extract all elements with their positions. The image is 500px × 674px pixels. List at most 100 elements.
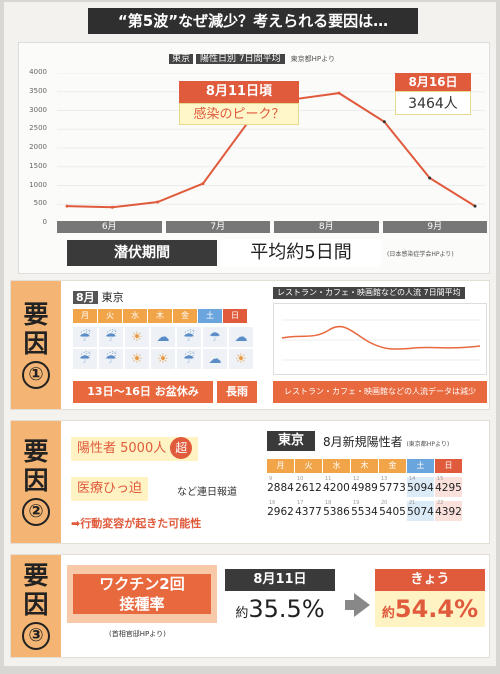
date-number: 14	[409, 476, 416, 482]
y-tick-label: 500	[33, 199, 47, 208]
factor-3-tag: 要 因 ③	[11, 555, 61, 657]
case-count: 5386	[323, 506, 350, 518]
rate-aug11-value: 約35.5%	[225, 591, 335, 627]
case-count-cell: 12 4989	[351, 476, 378, 497]
cases-calendar-title: 8月新規陽性者 (東京都HPより)	[323, 433, 449, 450]
positives-banner: 陽性者 5000人超	[71, 437, 199, 461]
cases-calendar-source: (東京都HPより)	[406, 441, 450, 448]
incubation-row: 潜伏期間 平均約5日間 (日本感染症学会HPより)	[67, 239, 477, 267]
peak-callout: 8月11日頃 感染のピーク？	[179, 81, 299, 125]
factor-tag-char: 因	[23, 329, 49, 358]
case-count-cell: 15 4295	[435, 476, 462, 497]
month-axis: 6月 7月 8月 9月	[57, 221, 487, 233]
data-point	[201, 182, 205, 186]
cases-week-2: 16 2962 17 4377 18 5386 19 5534 20 5405 21 5074 22 43…	[267, 500, 462, 521]
behavior-change-text: ➡行動変容が起きた可能性	[71, 517, 202, 530]
y-tick-label: 3000	[29, 105, 47, 114]
max-value: 3464人	[395, 91, 471, 115]
factor-tag-char: 要	[23, 300, 49, 330]
factor-tag-char: 要	[23, 561, 49, 591]
case-count-cell: 9 2884	[267, 476, 294, 497]
date-number: 12	[353, 476, 360, 482]
weekday-label: 金	[173, 309, 197, 323]
case-count: 4295	[435, 482, 462, 494]
weather-icon: ☁	[203, 349, 227, 369]
weekday-label: 水	[323, 459, 350, 473]
weather-icon: ☀	[229, 349, 253, 369]
weekday-label: 土	[198, 309, 222, 323]
rate-today-value: 約54.4%	[375, 591, 485, 627]
data-point	[382, 120, 386, 124]
rate-number: 35.5%	[248, 595, 325, 623]
case-count-cell: 17 4377	[295, 500, 322, 521]
weather-calendar-header: 8月 東京	[73, 289, 124, 305]
date-number: 18	[325, 500, 332, 506]
data-point	[473, 204, 477, 208]
y-tick-label: 1500	[29, 161, 47, 170]
y-tick-label: 4000	[29, 68, 47, 76]
page-title: “第5波”なぜ減少？考えられる要因は…	[88, 8, 418, 34]
case-count-cell: 16 2962	[267, 500, 294, 521]
month-label: 8月	[274, 221, 379, 233]
case-count: 2612	[295, 482, 322, 494]
factor-2-tag: 要 因 ②	[11, 421, 61, 543]
factor-number: ②	[22, 497, 50, 526]
date-number: 15	[437, 476, 444, 482]
y-tick-label: 0	[42, 218, 47, 226]
max-date: 8月16日	[395, 73, 471, 91]
peak-date: 8月11日頃	[179, 81, 299, 103]
date-number: 10	[297, 476, 304, 482]
date-number: 22	[437, 500, 444, 506]
medical-strain-text: 医療ひっ迫	[77, 481, 143, 496]
rate-aug11: 8月11日 約35.5%	[225, 569, 335, 627]
vaccine-rate-label: ワクチン2回 接種率	[67, 565, 217, 623]
peak-label: 感染のピーク？	[179, 103, 299, 125]
case-count: 5534	[351, 506, 378, 518]
weather-icon: ☔	[99, 327, 123, 347]
case-count-cell: 22 4392	[435, 500, 462, 521]
weather-grid: ☔ ☔ ☀ ☁ ☔ ☂ ☁ ☔ ☔ ☀ ☀ ☔ ☁ ☀	[73, 327, 253, 369]
factor-2-panel: 要 因 ② 陽性者 5000人超 医療ひっ迫 など連日報道 ➡行動変容が起きた可…	[10, 420, 490, 544]
case-count-cell: 19 5534	[351, 500, 378, 521]
infection-chart: 東京 陽性日別 7日間平均 東京都HPより 4000 3500 3000 2500 2000…	[18, 42, 490, 274]
vaccine-line-1: ワクチン2回	[73, 574, 211, 594]
factor-tag-char: 因	[23, 590, 49, 619]
chart-header: 東京 陽性日別 7日間平均 東京都HPより	[169, 51, 335, 64]
incubation-value: 平均約5日間	[221, 239, 381, 267]
case-count: 4989	[351, 482, 378, 494]
weekday-label: 火	[98, 309, 122, 323]
weather-icon: ☔	[177, 327, 201, 347]
date-number: 16	[269, 500, 276, 506]
case-count: 5074	[407, 506, 434, 518]
weekday-label: 水	[123, 309, 147, 323]
case-count: 4392	[435, 506, 462, 518]
arrow-icon	[354, 593, 370, 617]
factor-3-panel: 要 因 ③ ワクチン2回 接種率 (首相官邸HPより) 8月11日 約35.5%…	[10, 554, 490, 658]
weekday-label: 月	[267, 459, 294, 473]
incubation-note: (日本感染症学会HPより)	[387, 250, 454, 258]
incubation-label: 潜伏期間	[67, 240, 217, 266]
data-point	[337, 91, 341, 95]
weekday-label: 火	[295, 459, 322, 473]
y-tick-label: 3500	[29, 86, 47, 95]
chart-source: 東京都HPより	[290, 55, 335, 63]
factor-1-tag: 要 因 ①	[11, 281, 61, 409]
rate-prefix: 約	[381, 606, 395, 621]
rate-aug11-label: 8月11日	[225, 569, 335, 591]
date-number: 20	[381, 500, 388, 506]
cases-weekday-row: 月火水木金土日	[267, 459, 462, 473]
weather-icon: ☔	[177, 349, 201, 369]
month-label: 7月	[165, 221, 270, 233]
y-tick-label: 2000	[29, 143, 47, 151]
weather-icon: ☀	[125, 349, 149, 369]
mobility-caption: レストラン・カフェ・映画館などの人流データは減少	[273, 381, 487, 403]
case-count: 5773	[379, 482, 406, 494]
date-number: 11	[325, 476, 332, 482]
y-tick-label: 1000	[29, 180, 47, 189]
weather-icon: ☁	[229, 327, 253, 347]
date-number: 9	[269, 476, 273, 482]
tokyo-badge: 東京	[267, 431, 315, 451]
cases-week-1: 9 2884 10 2612 11 4200 12 4989 13 5773 14 5094 15 429…	[267, 476, 462, 497]
weather-icon: ☀	[125, 327, 149, 347]
data-point	[428, 176, 432, 180]
